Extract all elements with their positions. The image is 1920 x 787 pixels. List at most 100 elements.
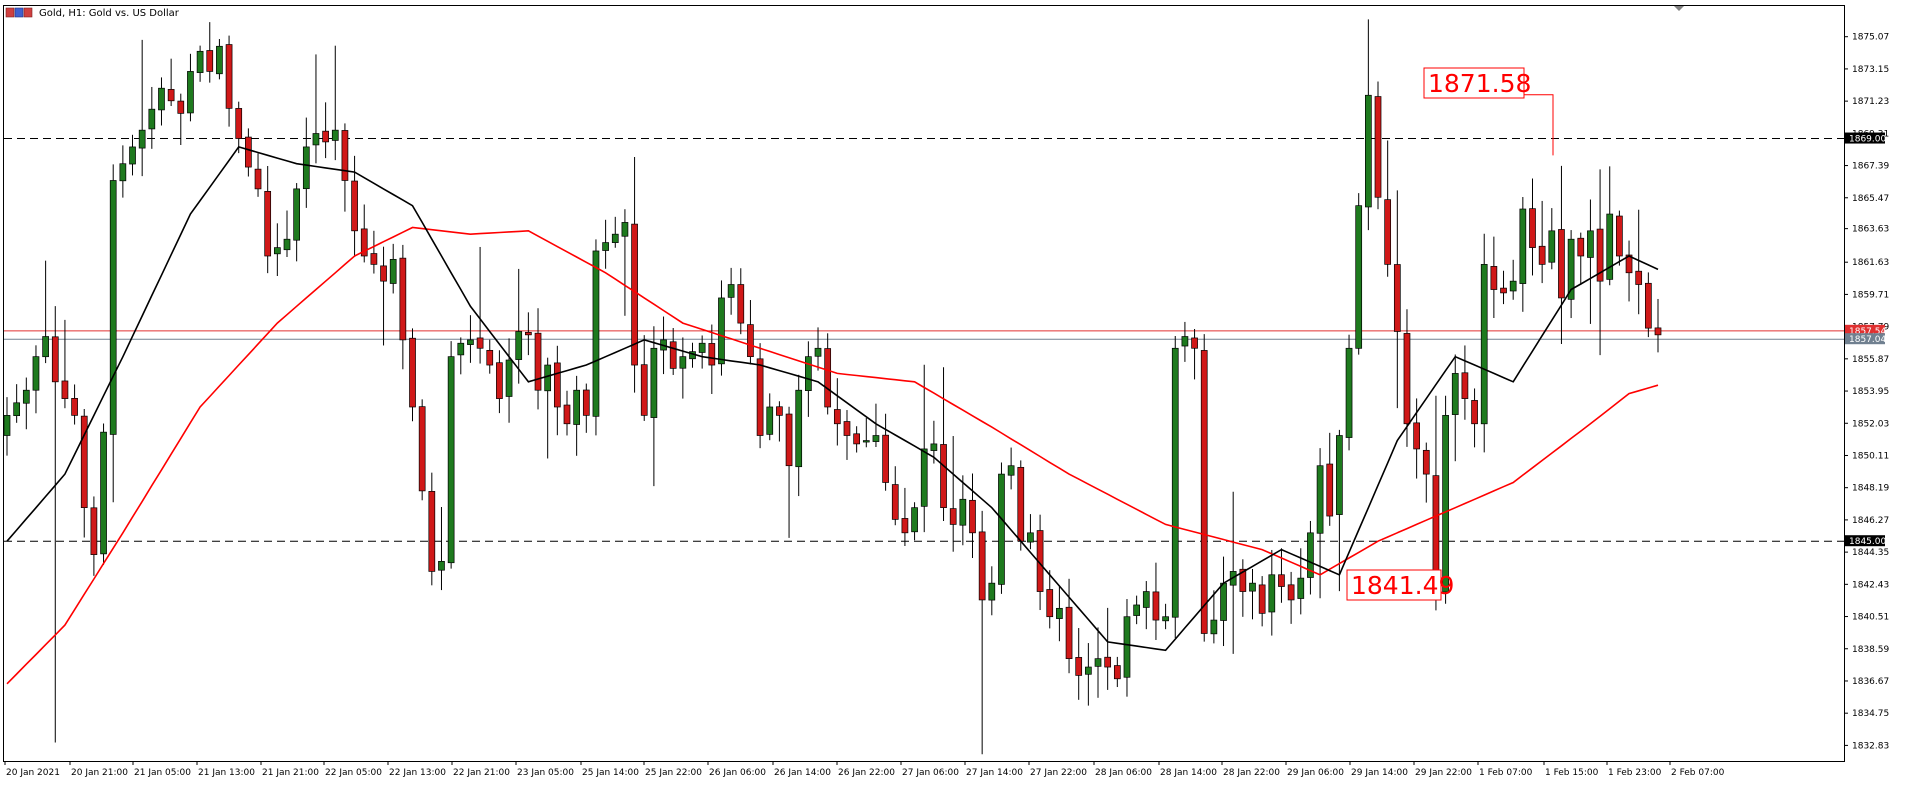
horizontal-lines-layer [4, 138, 1844, 542]
candle [582, 383, 590, 433]
candle-body-down [901, 518, 909, 534]
candle-body-up [467, 339, 474, 345]
candle [1644, 272, 1652, 338]
candle-body-down [351, 180, 358, 232]
candle [428, 472, 436, 586]
candle-body-down [1152, 591, 1160, 621]
candle [1027, 514, 1034, 550]
candle-body-up [1336, 435, 1343, 515]
candle [1567, 230, 1575, 319]
candles-layer [3, 19, 1662, 755]
candle-body-down [833, 409, 841, 425]
candle [853, 426, 860, 453]
candle [447, 341, 455, 569]
price-axis[interactable]: 1875.071873.151871.231869.311867.391865.… [1844, 33, 1889, 752]
annotation-box[interactable] [1346, 569, 1442, 601]
time-axis[interactable]: 20 Jan 2021 20 Jan 21:00 21 Jan 05:00 21 Ja… [4, 761, 1725, 778]
candle-body-up [766, 406, 774, 435]
candle-body-down [1625, 254, 1633, 274]
candle-body-down [409, 337, 416, 408]
y-tick-label: 1848.19 [1852, 484, 1889, 494]
candle [534, 308, 542, 410]
y-tick-label: 1875.07 [1852, 33, 1889, 43]
candle-body-down [1577, 237, 1585, 257]
candle-body-down [582, 389, 590, 416]
price-badge-label: 1869.00 [1849, 135, 1886, 145]
candle [32, 345, 40, 414]
x-tick-label: 20 Jan 2021 [6, 768, 60, 778]
candle [438, 506, 445, 591]
candle-body-up [119, 163, 127, 182]
candle [1133, 595, 1140, 625]
candle [1239, 559, 1247, 617]
candle [1403, 309, 1411, 447]
candle [911, 502, 918, 541]
candle [341, 123, 349, 212]
candle [3, 397, 11, 456]
candle-body-down [882, 434, 889, 483]
candle [1152, 562, 1160, 640]
candle-body-up [1085, 666, 1092, 675]
candle [891, 466, 899, 526]
candle-body-up [1548, 230, 1556, 263]
candle [592, 239, 600, 436]
candle [370, 230, 378, 274]
candle [1094, 627, 1102, 698]
candle-body-down [737, 284, 745, 324]
candle [1065, 578, 1073, 674]
annotation-box[interactable] [1423, 67, 1525, 99]
price-badge [1845, 324, 1885, 336]
candle [862, 417, 870, 448]
y-tick-label: 1834.75 [1852, 709, 1889, 719]
candle [1442, 395, 1449, 604]
candle [496, 350, 503, 414]
candle [216, 39, 223, 80]
candle-body-up [621, 222, 629, 237]
chart-shift-marker-icon[interactable] [1674, 6, 1684, 11]
candle-body-down [322, 130, 329, 143]
candle-body-up [457, 342, 465, 356]
candle-body-up [1519, 208, 1527, 284]
candle-body-down [1461, 372, 1469, 399]
y-tick-label: 1840.51 [1852, 613, 1889, 623]
candle [1162, 603, 1169, 630]
candle-body-up [32, 356, 40, 391]
candle-body-up [573, 389, 580, 425]
candle [756, 343, 764, 449]
candle-body-down [669, 341, 677, 369]
candle [949, 436, 957, 552]
y-tick-label: 1844.35 [1852, 548, 1889, 558]
candle [206, 22, 214, 83]
candle-body-up [1094, 658, 1102, 667]
candle-body-up [1451, 373, 1459, 415]
candle [573, 375, 580, 456]
candle-body-down [245, 136, 252, 168]
candle [631, 156, 638, 393]
candle-body-down [80, 415, 88, 509]
candle-body-down [1046, 589, 1054, 618]
candle-body-up [129, 146, 136, 165]
x-tick-label: 23 Jan 05:00 [517, 768, 574, 778]
candle-body-down [1017, 466, 1025, 542]
candle [1451, 354, 1459, 462]
window-menu-icon[interactable] [5, 7, 33, 18]
candle [1635, 209, 1643, 315]
candle [544, 357, 552, 459]
candle [1345, 334, 1353, 451]
candle [611, 216, 619, 248]
candle-body-down [1384, 199, 1392, 265]
candle [293, 183, 300, 262]
x-tick-label: 28 Jan 06:00 [1095, 768, 1152, 778]
y-tick-label: 1859.71 [1852, 290, 1889, 300]
candle [1249, 568, 1256, 620]
candle-body-down [428, 491, 436, 572]
candle [1181, 321, 1189, 362]
candle [1316, 448, 1324, 599]
candle-body-up [959, 498, 967, 526]
candle-body-down [370, 253, 378, 265]
candle [486, 339, 494, 374]
candle-body-down [90, 507, 98, 555]
x-tick-label: 25 Jan 14:00 [582, 768, 639, 778]
candle [940, 367, 947, 522]
